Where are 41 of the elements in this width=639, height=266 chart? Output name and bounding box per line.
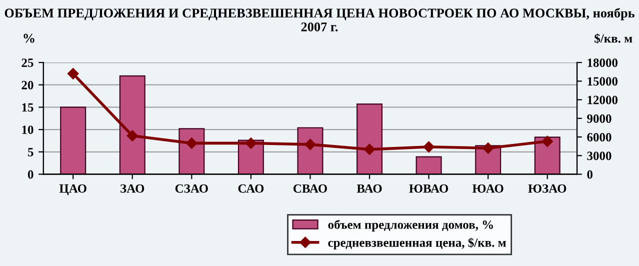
x-tick-label: ЦАО	[59, 184, 86, 196]
y-tick-label: 20	[22, 80, 34, 90]
y2-tick-label: 12000	[588, 96, 618, 104]
legend-label: средневзвешенная цена, $/кв. м	[328, 238, 506, 250]
point	[245, 138, 257, 149]
x-tick-label: СЗАО	[175, 184, 208, 193]
bar	[119, 75, 146, 174]
point	[364, 144, 376, 156]
bar	[60, 106, 86, 174]
x-tick-label: ЮЗАО	[528, 184, 566, 193]
point	[423, 141, 434, 153]
y2-tick-label: 18000	[588, 58, 618, 67]
y-tick-label: 10	[22, 126, 34, 134]
point	[186, 138, 198, 149]
y-tick-label: 25	[22, 58, 34, 67]
y-tick-label: 15	[22, 103, 34, 112]
chart-title: ОБЪЕМ ПРЕДЛОЖЕНИЯ И СРЕДНЕВЗВЕШЕННАЯ ЦЕНА НОВОСТРОЕК ПО АО МОСКВЫ, ноябрь 2007 г.	[4, 8, 635, 32]
x-tick-label: ЗАО	[120, 184, 144, 193]
point	[126, 130, 138, 142]
point	[542, 136, 553, 147]
y-tick-label: 5	[28, 148, 34, 156]
x-tick-label: ЮАО	[472, 184, 504, 193]
bar	[178, 128, 205, 174]
point	[482, 142, 494, 154]
x-tick-label: ЮВАО	[409, 184, 448, 193]
y2-axis-title: $/кв. м	[594, 34, 632, 44]
bar	[297, 127, 324, 174]
y2-tick-label: 6000	[587, 133, 612, 142]
x-tick-label: САО	[238, 184, 264, 193]
y-tick-label: 0	[28, 170, 34, 179]
bar	[416, 156, 442, 174]
y2-tick-label: 3000	[587, 152, 612, 160]
y2-tick-label: 9000	[587, 114, 612, 123]
y2-tick-label: 15000	[588, 77, 618, 86]
x-tick-label: СВАО	[293, 184, 327, 193]
y-axis-title: %	[24, 34, 34, 43]
y2-tick-label: 0	[587, 170, 593, 179]
x-tick-label: ВАО	[356, 184, 382, 193]
point	[67, 68, 79, 80]
bar	[356, 104, 383, 174]
legend-label: объем предложения домов, %	[328, 220, 493, 232]
